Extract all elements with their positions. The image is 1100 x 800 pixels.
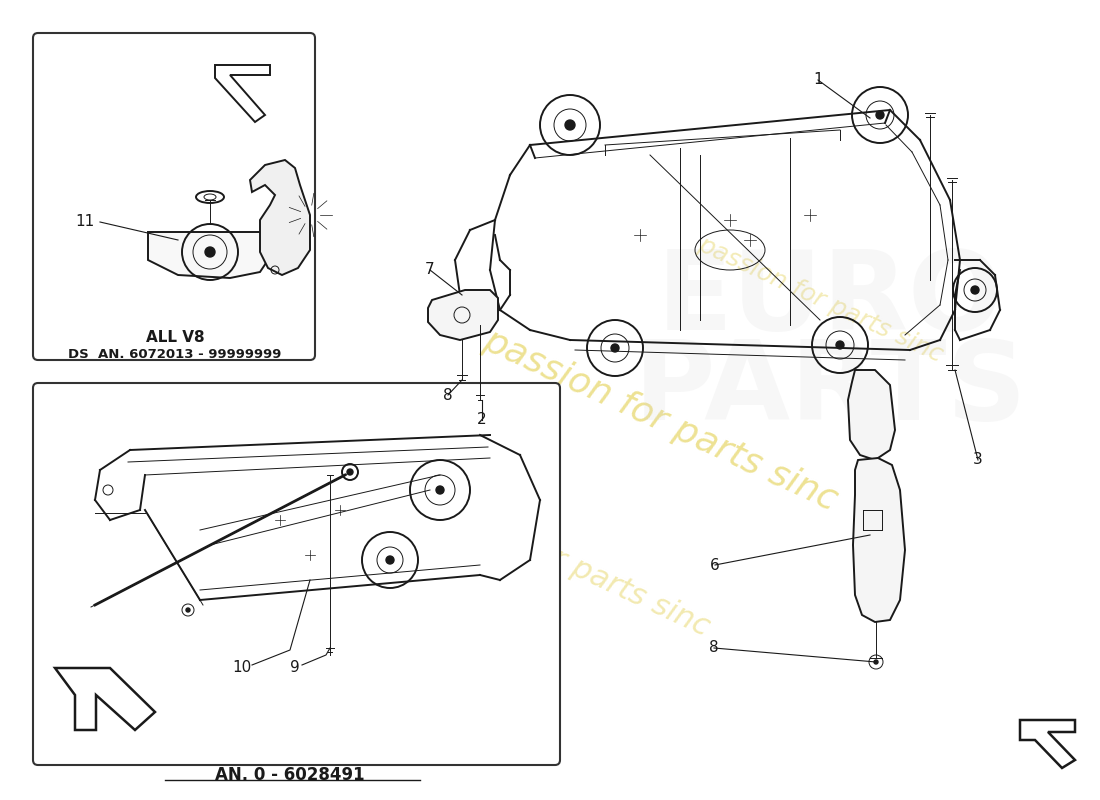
Circle shape [436,486,444,494]
Polygon shape [250,160,310,275]
Text: passion for parts sinc: passion for parts sinc [694,233,946,367]
Polygon shape [1020,720,1075,768]
Text: 3: 3 [974,453,983,467]
Polygon shape [148,232,270,278]
Text: 10: 10 [232,661,252,675]
Circle shape [876,111,884,119]
Text: 1: 1 [813,73,823,87]
Text: ALL V8: ALL V8 [145,330,205,346]
Circle shape [205,247,214,257]
Circle shape [836,341,844,349]
Text: AN. 0 - 6028491: AN. 0 - 6028491 [216,766,365,784]
Circle shape [610,344,619,352]
Text: passion for parts sinc: passion for parts sinc [406,478,714,642]
Text: 2: 2 [477,413,487,427]
Polygon shape [214,65,270,122]
Polygon shape [55,668,155,730]
Polygon shape [852,458,905,622]
Text: PARTS: PARTS [634,337,1026,443]
Circle shape [386,556,394,564]
Text: DS  AN. 6072013 - 99999999: DS AN. 6072013 - 99999999 [68,349,282,362]
Text: 9: 9 [290,661,300,675]
Circle shape [874,660,878,664]
Text: EURO: EURO [657,246,1003,354]
Circle shape [346,469,353,475]
Text: 11: 11 [76,214,95,230]
Circle shape [971,286,979,294]
Circle shape [565,120,575,130]
Text: 6: 6 [711,558,719,573]
Circle shape [186,608,190,612]
Text: 8: 8 [710,641,718,655]
Text: 8: 8 [443,387,453,402]
Polygon shape [428,290,498,340]
FancyBboxPatch shape [33,33,315,360]
Text: 7: 7 [426,262,434,278]
FancyBboxPatch shape [33,383,560,765]
Polygon shape [848,370,895,460]
Text: passion for parts sinc: passion for parts sinc [477,323,843,517]
